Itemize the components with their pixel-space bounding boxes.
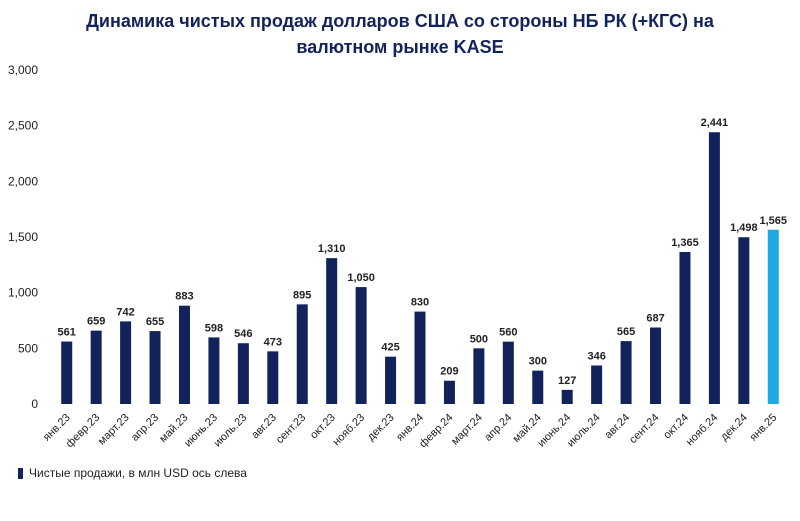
data-label: 209 [440, 366, 458, 378]
data-label: 1,498 [730, 222, 758, 234]
y-tick-label: 1,500 [8, 230, 38, 244]
chart-title-line-2: валютном рынке KASE [296, 37, 504, 57]
y-tick-label: 2,500 [8, 119, 38, 133]
x-tick-label: янв.25 [747, 412, 779, 444]
bar [120, 321, 132, 404]
bar [385, 356, 397, 404]
chart-title: Динамика чистых продаж долларов США со с… [0, 8, 800, 60]
bar [591, 365, 603, 404]
y-tick-label: 2,000 [8, 174, 38, 188]
data-label: 659 [87, 316, 105, 328]
bar [767, 229, 779, 404]
data-label: 546 [234, 328, 252, 340]
bar [443, 380, 455, 404]
bar [561, 389, 573, 404]
y-tick-label: 500 [18, 341, 38, 355]
x-tick-label: июль.24 [565, 412, 603, 450]
bar [414, 311, 426, 404]
bar [679, 252, 691, 404]
bar [267, 351, 279, 404]
bar [708, 132, 720, 404]
data-label: 1,050 [347, 272, 375, 284]
x-tick-label: нояб.24 [684, 412, 721, 449]
bar [208, 337, 220, 404]
data-label: 425 [381, 342, 399, 354]
y-tick-label: 0 [31, 397, 38, 411]
x-tick-label: нояб.23 [331, 412, 368, 449]
bar [90, 330, 102, 404]
x-tick-label: март.24 [449, 412, 485, 448]
data-label: 883 [175, 291, 193, 303]
data-label: 473 [264, 336, 282, 348]
y-tick-label: 3,000 [8, 63, 38, 77]
data-label: 830 [411, 297, 429, 309]
x-tick-label: март.23 [96, 412, 132, 448]
data-label: 561 [58, 327, 76, 339]
bar [296, 304, 308, 404]
data-label: 1,365 [671, 237, 699, 249]
y-tick-label: 1,000 [8, 286, 38, 300]
x-tick-label: сент.24 [627, 412, 662, 447]
legend-swatch [18, 467, 23, 479]
bar [650, 327, 662, 404]
data-label: 565 [617, 326, 635, 338]
data-label: 895 [293, 289, 311, 301]
data-label: 500 [470, 333, 488, 345]
x-tick-label: июль.23 [212, 412, 250, 450]
data-label: 598 [205, 322, 223, 334]
data-label: 560 [499, 327, 517, 339]
bar [61, 341, 73, 404]
legend-label: Чистые продажи, в млн USD ось слева [29, 466, 247, 480]
bar [149, 331, 161, 404]
data-label: 127 [558, 375, 576, 387]
x-tick-label: апр.24 [482, 412, 514, 444]
data-label: 655 [146, 316, 164, 328]
x-tick-label: дек.24 [718, 412, 750, 444]
bar [237, 343, 249, 404]
bar [620, 341, 632, 404]
x-tick-label: дек.23 [365, 412, 397, 444]
bar [532, 370, 544, 404]
data-label: 1,565 [760, 215, 788, 227]
x-tick-label: сент.23 [274, 412, 309, 447]
bar [355, 287, 367, 404]
bar [738, 237, 750, 404]
bar [178, 305, 190, 404]
data-label: 687 [646, 313, 664, 325]
bar [502, 341, 514, 404]
chart-title-line-1: Динамика чистых продаж долларов США со с… [86, 11, 714, 31]
x-tick-label: апр.23 [129, 412, 161, 444]
data-label: 742 [116, 306, 134, 318]
data-label: 300 [529, 356, 547, 368]
data-label: 1,310 [318, 243, 346, 255]
bar [473, 348, 485, 404]
data-label: 346 [587, 350, 605, 362]
data-label: 2,441 [701, 117, 729, 129]
bar [326, 258, 338, 404]
legend: Чистые продажи, в млн USD ось слева [18, 466, 247, 480]
